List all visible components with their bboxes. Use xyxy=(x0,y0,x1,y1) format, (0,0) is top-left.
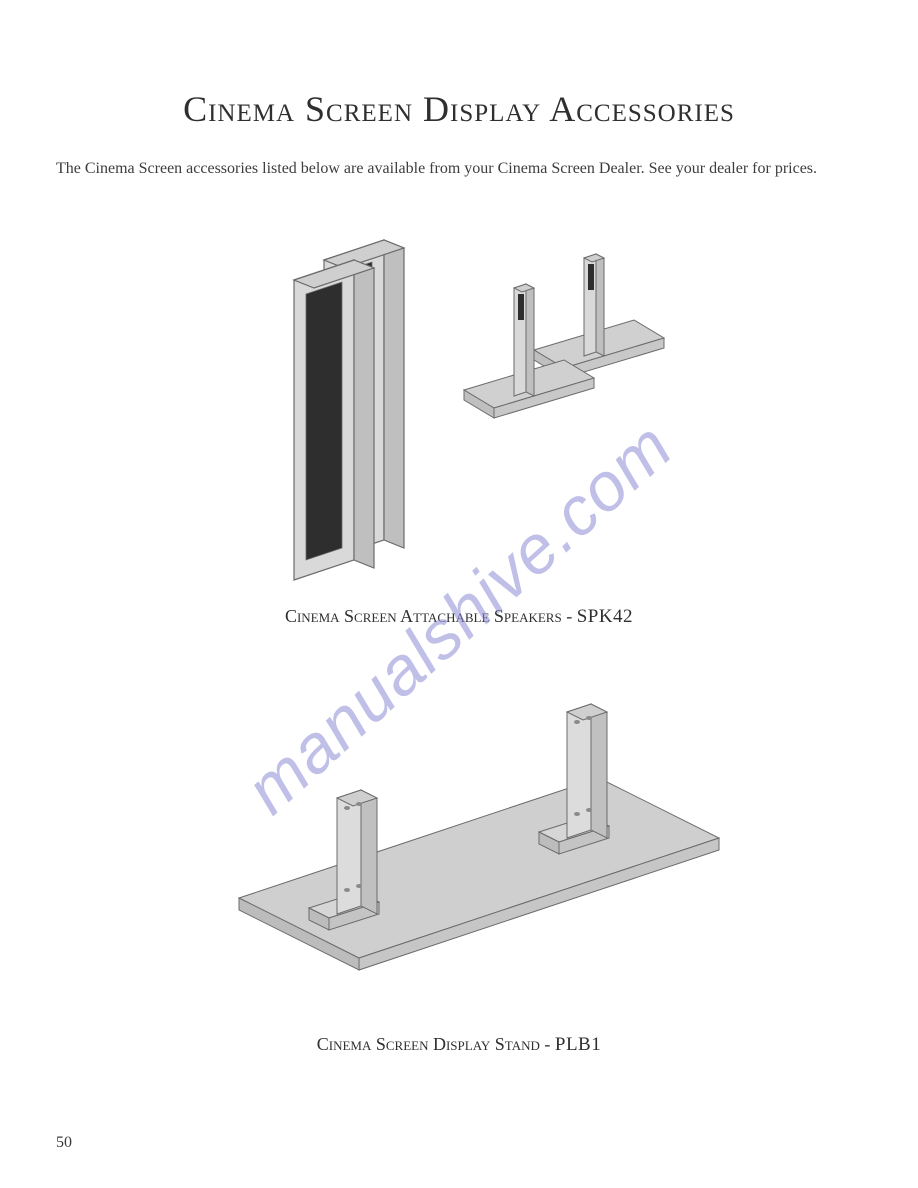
manual-page: Cinema Screen Display Accessories The Ci… xyxy=(0,0,918,1188)
intro-paragraph: The Cinema Screen accessories listed bel… xyxy=(56,158,862,180)
speakers-caption: Cinema Screen Attachable Speakers - SPK4… xyxy=(56,606,862,628)
speakers-model: SPK42 xyxy=(577,606,633,627)
stand-model: PLB1 xyxy=(555,1034,601,1055)
speakers-figure: Cinema Screen Attachable Speakers - SPK4… xyxy=(56,220,862,628)
speakers-caption-text: Cinema Screen Attachable Speakers - xyxy=(285,606,577,626)
stand-illustration xyxy=(179,668,739,1028)
speakers-illustration xyxy=(244,220,674,600)
page-number: 50 xyxy=(56,1134,72,1152)
stand-caption: Cinema Screen Display Stand - PLB1 xyxy=(56,1034,862,1056)
stand-figure: Cinema Screen Display Stand - PLB1 xyxy=(56,668,862,1056)
stand-caption-text: Cinema Screen Display Stand - xyxy=(317,1034,555,1054)
page-title: Cinema Screen Display Accessories xyxy=(56,88,862,130)
